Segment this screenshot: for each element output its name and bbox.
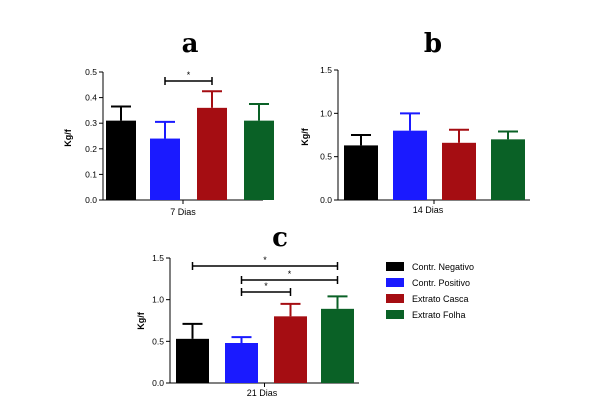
y-tick-label: 0.0 (85, 195, 97, 205)
bar-extrato-folha (244, 120, 274, 200)
significance-star: * (264, 281, 268, 291)
legend-label: Extrato Casca (412, 294, 469, 304)
category-label-a: 7 Dias (170, 207, 196, 217)
bar-extrato-casca (197, 107, 227, 200)
ylabel-c: Kg/f (136, 311, 146, 329)
y-tick-label: 0.5 (320, 152, 332, 162)
bar-contr-negativo (106, 120, 136, 200)
legend-swatch (386, 294, 404, 303)
legend-label: Extrato Folha (412, 310, 466, 320)
legend-swatch (386, 310, 404, 319)
ylabel-b: Kg/f (300, 127, 310, 145)
legend: Contr. Negativo Contr. Positivo Extrato Ca… (386, 262, 474, 320)
significance-star: * (187, 70, 191, 80)
bar-extrato-casca (442, 142, 476, 200)
significance-star: * (288, 269, 292, 279)
legend-swatch (386, 278, 404, 287)
y-tick-label: 1.0 (152, 295, 164, 305)
legend-label: Contr. Positivo (412, 278, 470, 288)
y-tick-label: 0.0 (320, 195, 332, 205)
y-tick-label: 0.5 (152, 336, 164, 346)
bar-extrato-folha (321, 308, 354, 383)
legend-label: Contr. Negativo (412, 262, 474, 272)
bar-contr-negativo (176, 338, 209, 383)
panel-c: c Kg/f 21 Dias 0.0 0.5 1.0 1.5 * * * (136, 223, 359, 398)
legend-swatch (386, 262, 404, 271)
bar-contr-positivo (225, 343, 258, 383)
category-label-b: 14 Dias (413, 205, 444, 215)
y-tick-label: 0.3 (85, 118, 97, 128)
panel-a: a Kg/f 7 Dias 0.0 0.1 0.2 0.3 0.4 0.5 * (63, 29, 274, 217)
bar-contr-positivo (150, 138, 180, 200)
y-tick-label: 0.2 (85, 144, 97, 154)
bar-contr-negativo (344, 145, 378, 200)
y-tick-label: 0.1 (85, 169, 97, 179)
panel-label-a: a (182, 29, 199, 59)
ylabel-a: Kg/f (63, 128, 73, 146)
panel-label-b: b (424, 29, 442, 59)
panel-b: b Kg/f 14 Dias 0.0 0.5 1.0 1.5 (300, 29, 530, 215)
significance-star: * (263, 255, 267, 265)
y-tick-label: 1.5 (320, 65, 332, 75)
y-tick-label: 1.5 (152, 253, 164, 263)
y-tick-label: 0.4 (85, 93, 97, 103)
category-label-c: 21 Dias (247, 388, 278, 398)
bar-extrato-casca (274, 316, 307, 383)
panel-label-c: c (272, 223, 288, 253)
bar-contr-positivo (393, 130, 427, 200)
y-tick-label: 0.0 (152, 378, 164, 388)
y-tick-label: 0.5 (85, 67, 97, 77)
y-tick-label: 1.0 (320, 108, 332, 118)
bar-extrato-folha (491, 139, 525, 200)
